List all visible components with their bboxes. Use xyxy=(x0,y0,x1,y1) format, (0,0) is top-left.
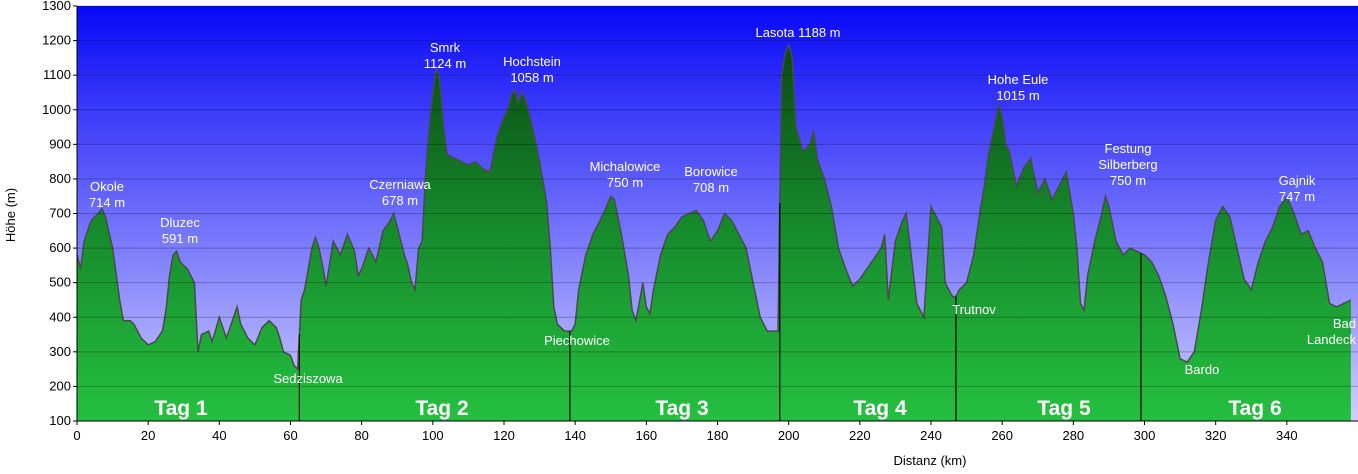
annotation: Bardo xyxy=(1185,362,1220,377)
x-axis-label: Distanz (km) xyxy=(894,453,967,468)
x-tick-label: 100 xyxy=(422,428,444,443)
x-tick-label: 20 xyxy=(141,428,155,443)
annotation: 750 m xyxy=(1110,173,1146,188)
x-tick-label: 340 xyxy=(1276,428,1298,443)
x-tick-label: 300 xyxy=(1134,428,1156,443)
elevation-line xyxy=(76,42,1352,371)
day-label: Tag 2 xyxy=(415,397,468,420)
y-tick-label: 200 xyxy=(49,378,71,393)
annotation: Okole xyxy=(90,179,124,194)
annotation: Dluzec xyxy=(160,215,200,230)
annotation: Hochstein xyxy=(503,54,561,69)
day-label: Tag 5 xyxy=(1037,397,1091,420)
annotation: Gajnik xyxy=(1279,173,1316,188)
x-tick-label: 80 xyxy=(354,428,368,443)
day-label: Tag 6 xyxy=(1228,397,1281,420)
annotation: Czerniawa xyxy=(369,177,431,192)
y-axis-label: Höhe (m) xyxy=(3,188,18,242)
y-tick-label: 1200 xyxy=(42,33,71,48)
annotation: 1058 m xyxy=(510,70,553,85)
annotation: Hohe Eule xyxy=(988,72,1049,87)
annotation: Silberberg xyxy=(1098,157,1157,172)
day-label: Tag 1 xyxy=(154,397,208,420)
x-tick-label: 160 xyxy=(635,428,657,443)
annotation: 1015 m xyxy=(996,88,1039,103)
x-tick-label: 280 xyxy=(1062,428,1084,443)
annotation: 714 m xyxy=(89,195,125,210)
annotation: Trutnov xyxy=(952,302,996,317)
x-tick-label: 320 xyxy=(1205,428,1227,443)
x-tick-label: 40 xyxy=(212,428,226,443)
annotation: Landeck xyxy=(1307,332,1357,347)
x-tick-label: 260 xyxy=(991,428,1013,443)
y-tick-label: 400 xyxy=(49,309,71,324)
y-tick-label: 1300 xyxy=(42,0,71,13)
annotation: 708 m xyxy=(693,180,729,195)
annotation: Smrk xyxy=(430,40,461,55)
y-tick-label: 500 xyxy=(49,275,71,290)
y-tick-label: 700 xyxy=(49,206,71,221)
day-label: Tag 3 xyxy=(655,397,708,420)
x-tick-label: 140 xyxy=(564,428,586,443)
annotation: Lasota 1188 m xyxy=(755,25,840,40)
elevation-area xyxy=(77,44,1351,421)
y-tick-label: 300 xyxy=(49,344,71,359)
x-tick-label: 0 xyxy=(73,428,80,443)
x-tick-label: 120 xyxy=(493,428,515,443)
x-tick-label: 180 xyxy=(707,428,729,443)
x-tick-label: 220 xyxy=(849,428,871,443)
annotation: 750 m xyxy=(607,175,643,190)
y-tick-label: 1100 xyxy=(43,67,71,82)
annotation: 1124 m xyxy=(424,56,466,71)
annotation: Michalowice xyxy=(590,159,661,174)
y-tick-label: 100 xyxy=(49,413,71,428)
annotation: Bad xyxy=(1333,316,1356,331)
annotation: 747 m xyxy=(1279,189,1315,204)
y-tick-label: 800 xyxy=(49,171,71,186)
annotation: Borowice xyxy=(684,164,737,179)
y-tick-label: 1000 xyxy=(42,102,71,117)
annotation: 678 m xyxy=(382,193,418,208)
y-tick-label: 600 xyxy=(49,240,71,255)
x-tick-label: 60 xyxy=(283,428,297,443)
annotation: Festung xyxy=(1105,141,1152,156)
annotation: Sedziszowa xyxy=(273,371,343,386)
x-tick-label: 240 xyxy=(920,428,942,443)
y-tick-label: 900 xyxy=(49,136,71,151)
annotation: 591 m xyxy=(162,231,198,246)
day-label: Tag 4 xyxy=(853,397,907,420)
x-tick-label: 200 xyxy=(778,428,800,443)
annotation: Piechowice xyxy=(544,333,610,348)
